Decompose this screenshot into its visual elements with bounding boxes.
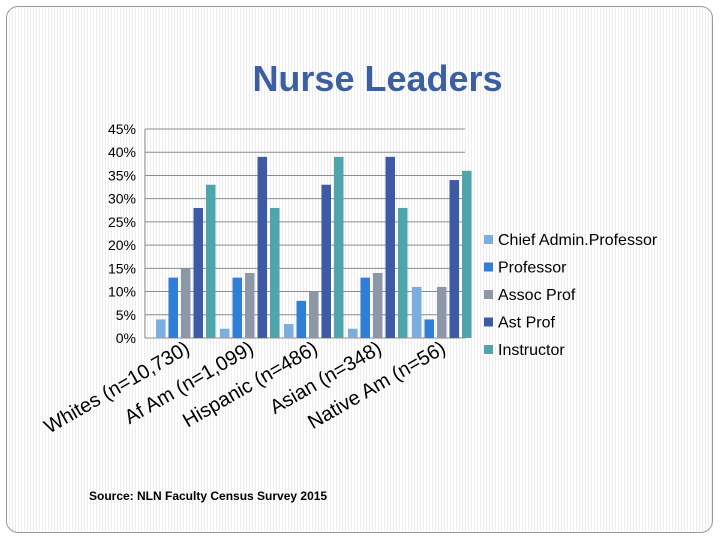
y-tick-label: 40% <box>108 144 136 160</box>
y-tick-label: 0% <box>116 330 136 346</box>
legend-label: Ast Prof <box>498 315 555 332</box>
bar <box>181 268 191 338</box>
slide-frame <box>6 6 713 533</box>
bar <box>373 272 383 338</box>
bar <box>348 328 358 338</box>
bar <box>296 300 306 338</box>
legend-label: Instructor <box>498 342 565 359</box>
bar <box>462 170 472 338</box>
legend-swatch <box>484 345 493 354</box>
y-tick-label: 25% <box>108 214 136 230</box>
y-tick-label: 30% <box>108 191 136 207</box>
bar <box>360 277 370 338</box>
bar <box>412 286 422 338</box>
y-tick-label: 15% <box>108 260 136 276</box>
bar <box>245 272 255 338</box>
legend-swatch <box>484 317 493 327</box>
bar <box>309 291 319 338</box>
legend-label: Assoc Prof <box>498 287 576 304</box>
bar <box>334 156 344 338</box>
bar <box>232 277 242 338</box>
bar <box>193 207 203 338</box>
bar <box>321 184 331 338</box>
y-tick-label: 35% <box>108 167 136 183</box>
legend-label: Chief Admin.Professor <box>498 232 658 249</box>
bar <box>206 184 216 338</box>
y-tick-label: 5% <box>116 307 136 323</box>
y-tick-label: 20% <box>108 237 136 253</box>
bar <box>257 156 267 338</box>
chart-title: Nurse Leaders <box>252 58 503 99</box>
legend-swatch <box>484 262 493 272</box>
bar <box>156 319 166 338</box>
y-tick-label: 45% <box>108 121 136 137</box>
y-tick-label: 10% <box>108 284 136 300</box>
legend-swatch <box>484 235 493 244</box>
bar <box>270 207 280 338</box>
bar <box>385 156 395 338</box>
bar <box>168 277 178 338</box>
bar <box>220 328 230 338</box>
bar <box>284 324 294 338</box>
bar <box>398 207 408 338</box>
bar <box>424 319 434 338</box>
bar <box>437 286 447 338</box>
legend-swatch <box>484 290 493 299</box>
source-note: Source: NLN Faculty Census Survey 2015 <box>89 489 328 503</box>
legend-label: Professor <box>498 260 567 277</box>
bar <box>449 180 459 338</box>
